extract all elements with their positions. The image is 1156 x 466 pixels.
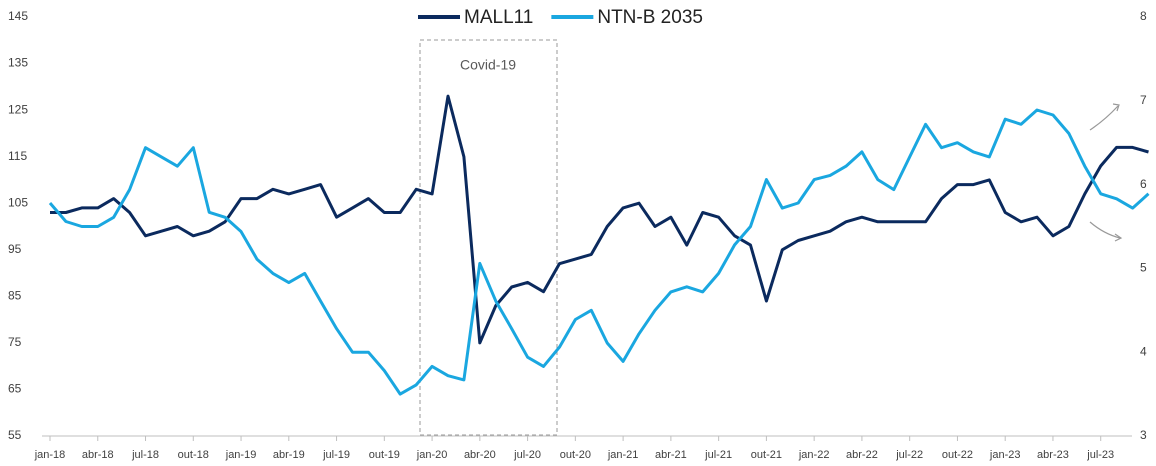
y-tick-label: 55 xyxy=(8,428,22,442)
y-tick-label: 95 xyxy=(8,242,22,256)
x-tick-label: out-19 xyxy=(369,449,400,461)
y2-tick-label: 8 xyxy=(1140,9,1147,23)
legend-label: NTN-B 2035 xyxy=(597,7,703,28)
y-tick-label: 75 xyxy=(8,335,22,349)
x-tick-label: out-22 xyxy=(942,449,973,461)
annotation: Covid-19 xyxy=(460,57,516,73)
x-tick-label: jan-18 xyxy=(34,449,66,461)
y-tick-label: 145 xyxy=(8,9,28,23)
x-tick-label: abr-20 xyxy=(464,449,496,461)
arrow-down xyxy=(1089,221,1121,239)
covid-box xyxy=(419,39,558,436)
x-tick-label: abr-21 xyxy=(655,449,687,461)
y-tick-label: 65 xyxy=(8,382,22,396)
x-tick-label: jul-20 xyxy=(513,449,541,461)
x-tick-label: abr-22 xyxy=(846,449,878,461)
x-tick-label: jul-22 xyxy=(895,449,923,461)
x-tick-label: out-21 xyxy=(751,449,782,461)
arrow-head xyxy=(1114,233,1123,242)
y-tick-label: 85 xyxy=(8,289,22,303)
x-tick-label: abr-18 xyxy=(82,449,114,461)
x-tick-label: jul-21 xyxy=(704,449,732,461)
x-tick-label: jul-19 xyxy=(322,449,350,461)
x-tick-label: jan-23 xyxy=(989,449,1021,461)
x-tick-label: jan-19 xyxy=(225,449,257,461)
series-line xyxy=(50,94,1149,345)
y-tick-label: 135 xyxy=(8,56,28,70)
x-tick-label: out-18 xyxy=(178,449,209,461)
y-tick-label: 115 xyxy=(8,149,27,163)
y-tick-label: 125 xyxy=(8,102,28,116)
y2-tick-label: 7 xyxy=(1140,93,1147,107)
series-line xyxy=(48,108,1150,396)
legend-label: MALL11 xyxy=(464,7,533,28)
x-tick-label: jul-18 xyxy=(131,449,159,461)
x-tick-label: jul-23 xyxy=(1086,449,1114,461)
y2-tick-label: 6 xyxy=(1140,177,1147,191)
arrow-up xyxy=(1089,105,1119,131)
x-tick-label: jan-20 xyxy=(416,449,448,461)
y2-tick-label: 5 xyxy=(1140,261,1147,275)
x-tick-label: out-20 xyxy=(560,449,591,461)
x-tick-label: abr-23 xyxy=(1037,449,1069,461)
x-tick-label: jan-21 xyxy=(607,449,639,461)
y2-tick-label: 4 xyxy=(1140,344,1147,358)
arrow-head xyxy=(1112,103,1120,112)
x-tick-label: abr-19 xyxy=(273,449,305,461)
y-tick-label: 105 xyxy=(8,195,28,209)
x-tick-label: jan-22 xyxy=(798,449,830,461)
y2-tick-label: 3 xyxy=(1140,428,1147,442)
